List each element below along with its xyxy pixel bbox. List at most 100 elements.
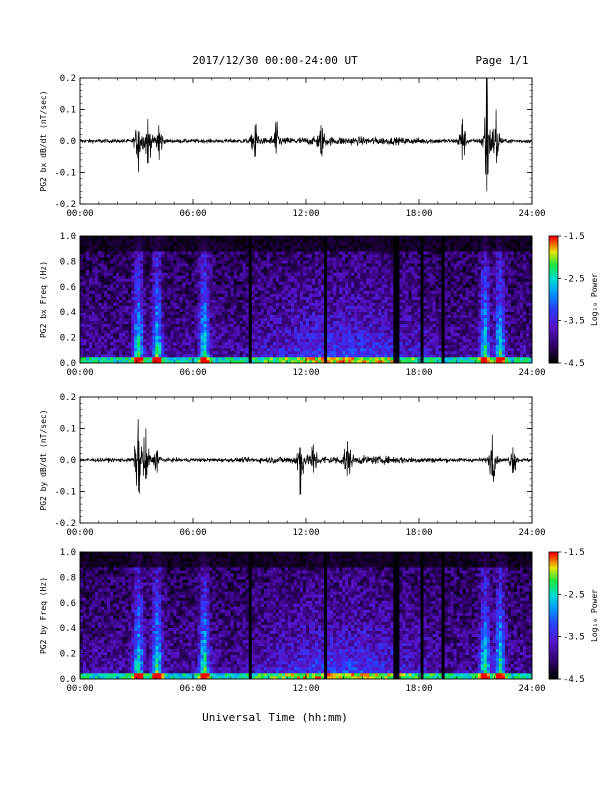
heatmap-cell (248, 272, 253, 276)
heatmap-cell (215, 347, 219, 352)
heatmap-cell (251, 326, 256, 331)
heatmap-cell (161, 236, 165, 240)
heatmap-cell (119, 287, 123, 291)
heatmap-cell (354, 347, 358, 352)
heatmap-cell (330, 287, 334, 291)
heatmap-cell (402, 332, 406, 337)
heatmap-cell (417, 335, 421, 340)
heatmap-cell (230, 254, 235, 258)
heatmap-cell (402, 284, 406, 288)
heatmap-cell (420, 242, 424, 246)
heatmap-cell (134, 320, 138, 325)
heatmap-cell (372, 254, 376, 258)
heatmap-cell (318, 257, 322, 261)
heatmap-cell (170, 281, 174, 285)
heatmap-cell (318, 332, 322, 337)
heatmap-cell (194, 296, 198, 300)
heatmap-cell (402, 356, 406, 361)
heatmap-cell (369, 323, 373, 328)
heatmap-cell (306, 359, 310, 364)
heatmap-cell (309, 329, 313, 334)
heatmap-cell (95, 326, 99, 331)
heatmap-cell (366, 305, 370, 309)
heatmap-cell (384, 302, 388, 306)
heatmap-cell (224, 296, 228, 300)
heatmap-cell (140, 344, 144, 349)
heatmap-cell (119, 347, 123, 352)
heatmap-cell (324, 281, 328, 285)
heatmap-cell (257, 266, 262, 270)
heatmap-cell (122, 257, 126, 261)
heatmap-cell (170, 293, 174, 297)
heatmap-cell (281, 341, 286, 346)
heatmap-cell (369, 299, 373, 303)
heatmap-cell (152, 266, 156, 270)
heatmap-cell (266, 287, 271, 291)
heatmap-cell (134, 314, 138, 318)
heatmap-cell (278, 263, 283, 267)
heatmap-cell (260, 278, 265, 282)
heatmap-cell (86, 326, 90, 331)
heatmap-cell (233, 251, 238, 255)
heatmap-cell (110, 302, 114, 306)
heatmap-cell (399, 242, 403, 246)
heatmap-cell (426, 272, 430, 276)
heatmap-cell (405, 332, 409, 337)
heatmap-cell (89, 275, 93, 279)
heatmap-cell (381, 287, 385, 291)
heatmap-cell (119, 353, 123, 358)
heatmap-cell (140, 287, 144, 291)
heatmap-cell (206, 251, 210, 255)
heatmap-cell (366, 356, 370, 361)
heatmap-cell (119, 260, 123, 264)
heatmap-cell (188, 296, 192, 300)
heatmap-cell (378, 329, 382, 334)
heatmap-cell (119, 308, 123, 312)
heatmap-cell (378, 251, 382, 255)
heatmap-cell (158, 287, 162, 291)
heatmap-cell (293, 329, 298, 334)
heatmap-cell (227, 305, 232, 309)
heatmap-cell (152, 350, 156, 355)
heatmap-cell (321, 299, 325, 303)
heatmap-cell (191, 290, 195, 294)
heatmap-cell (372, 239, 376, 243)
heatmap-cell (414, 302, 418, 306)
heatmap-cell (360, 272, 364, 276)
heatmap-cell (146, 281, 150, 285)
heatmap-cell (116, 284, 120, 288)
heatmap-cell (324, 296, 328, 300)
heatmap-cell (155, 320, 159, 325)
heatmap-cell (251, 311, 256, 315)
heatmap-cell (254, 251, 259, 255)
heatmap-cell (143, 308, 147, 312)
heatmap-cell (411, 287, 415, 291)
heatmap-cell (152, 254, 156, 258)
heatmap-cell (185, 305, 189, 309)
heatmap-cell (321, 338, 325, 343)
heatmap-cell (209, 242, 213, 246)
heatmap-cell (95, 290, 99, 294)
heatmap-cell (161, 356, 165, 361)
heatmap-cell (269, 359, 274, 364)
heatmap-cell (221, 272, 225, 276)
heatmap-cell (203, 341, 207, 346)
heatmap-cell (263, 332, 268, 337)
heatmap-cell (363, 260, 367, 264)
heatmap-cell (206, 329, 210, 334)
heatmap-cell (119, 305, 123, 309)
heatmap-cell (89, 236, 93, 240)
heatmap-cell (318, 308, 322, 312)
heatmap-cell (236, 323, 241, 328)
heatmap-cell (251, 314, 256, 318)
heatmap-cell (173, 332, 177, 337)
heatmap-cell (122, 248, 126, 252)
heatmap-cell (203, 251, 207, 255)
heatmap-cell (390, 311, 394, 315)
heatmap-cell (92, 341, 96, 346)
heatmap-cell (372, 335, 376, 340)
heatmap-cell (420, 314, 424, 318)
heatmap-cell (423, 287, 427, 291)
heatmap-cell (333, 272, 337, 276)
heatmap-cell (387, 344, 391, 349)
